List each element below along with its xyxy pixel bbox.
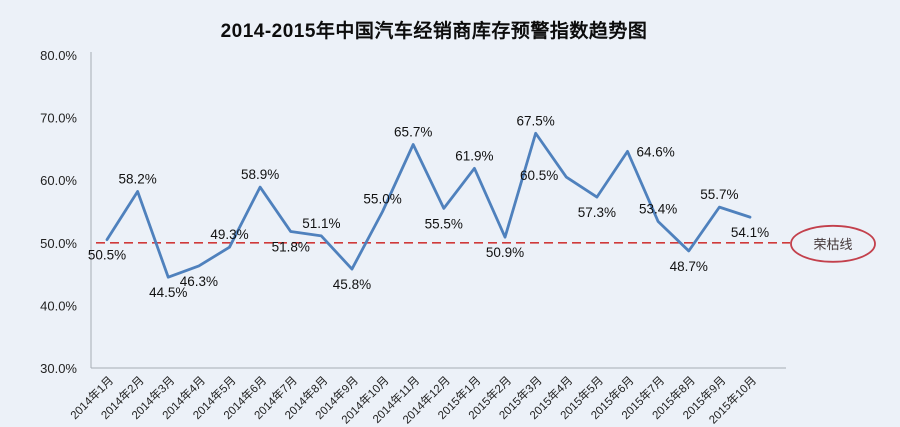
y-tick-label: 70.0% xyxy=(40,111,77,126)
data-point-label: 53.4% xyxy=(639,202,677,217)
data-point-label: 48.7% xyxy=(670,259,708,274)
trend-line xyxy=(105,131,752,279)
data-point-label: 67.5% xyxy=(517,113,555,128)
data-point-label: 57.3% xyxy=(578,205,616,220)
data-point-label: 55.7% xyxy=(700,187,738,202)
threshold-oval xyxy=(790,224,876,263)
data-point-label: 51.8% xyxy=(272,240,310,255)
data-point-label: 49.3% xyxy=(210,227,248,242)
y-tick-label: 60.0% xyxy=(40,173,77,188)
data-point-label: 65.7% xyxy=(394,125,432,140)
data-point-label: 50.9% xyxy=(486,245,524,260)
data-point-label: 58.9% xyxy=(241,167,279,182)
y-tick-label: 80.0% xyxy=(40,48,77,63)
data-point-label: 51.1% xyxy=(302,216,340,231)
data-point-label: 54.1% xyxy=(731,225,769,240)
data-point-label: 61.9% xyxy=(455,148,493,163)
data-point-label: 45.8% xyxy=(333,277,371,292)
y-tick-label: 50.0% xyxy=(40,236,77,251)
y-tick-label: 40.0% xyxy=(40,298,77,313)
data-point-label: 50.5% xyxy=(88,248,126,263)
chart-title: 2014-2015年中国汽车经销商库存预警指数趋势图 xyxy=(220,21,648,42)
data-point-label: 58.2% xyxy=(118,171,156,186)
data-point-label: 55.0% xyxy=(363,192,401,207)
data-point-label: 44.5% xyxy=(149,285,187,300)
data-point-label: 64.6% xyxy=(637,144,675,159)
data-point-label: 46.3% xyxy=(180,274,218,289)
y-tick-label: 30.0% xyxy=(40,361,77,376)
data-point-label: 55.5% xyxy=(425,216,463,231)
data-point-label: 60.5% xyxy=(520,168,558,183)
threshold-label: 荣枯线 xyxy=(813,237,852,252)
